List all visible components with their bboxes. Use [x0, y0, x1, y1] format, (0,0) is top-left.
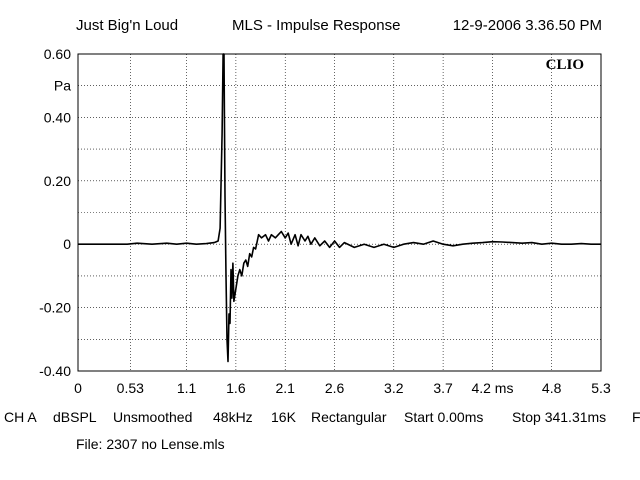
x-tick-label: 1.6 — [226, 380, 246, 396]
status-overflow: F — [632, 409, 640, 425]
y-tick-label: Pa — [54, 78, 71, 94]
y-tick-label: -0.20 — [39, 300, 71, 316]
x-tick-label: 5.3 — [591, 380, 611, 396]
y-tick-label: 0.40 — [44, 109, 71, 125]
x-tick-label: 2.1 — [275, 380, 295, 396]
y-tick-label: 0.60 — [44, 46, 71, 62]
y-tick-label: 0 — [63, 236, 71, 252]
measurement-datetime: 12-9-2006 3.36.50 PM — [452, 17, 602, 34]
status-bar: CH A dBSPL Unsmoothed 48kHz 16K Rectangu… — [0, 409, 640, 429]
x-tick-label: 2.6 — [325, 380, 345, 396]
status-scale: dBSPL — [53, 409, 97, 425]
file-name: File: 2307 no Lense.mls — [76, 436, 225, 452]
x-tick-label: 3.7 — [433, 380, 453, 396]
x-tick-label: 0 — [74, 380, 82, 396]
status-smoothing: Unsmoothed — [113, 409, 193, 425]
status-stop: Stop 341.31ms — [512, 409, 607, 425]
clio-logo: CLIO — [546, 57, 584, 73]
x-tick-label: 0.53 — [117, 380, 144, 396]
y-axis-labels: 0.60 Pa 0.40 0.20 0 -0.20 -0.40 — [39, 46, 71, 379]
status-start: Start 0.00ms — [404, 409, 484, 425]
y-tick-label: 0.20 — [44, 173, 71, 189]
y-tick-label: -0.40 — [39, 363, 71, 379]
x-tick-label: 3.2 — [384, 380, 404, 396]
status-sample-rate: 48kHz — [213, 409, 253, 425]
x-tick-label: 1.1 — [177, 380, 197, 396]
project-name: Just Big'n Loud — [76, 17, 179, 34]
status-size: 16K — [271, 409, 296, 425]
x-tick-label: 4.8 — [542, 380, 562, 396]
status-channel: CH A — [4, 409, 37, 425]
plot-frame — [77, 53, 602, 372]
x-axis-labels: 0 0.53 1.1 1.6 2.1 2.6 3.2 3.7 4.2 ms 4.8 5.3 — [74, 380, 611, 396]
impulse-response-trace — [78, 53, 601, 363]
status-window: Rectangular — [311, 409, 387, 425]
measurement-title: MLS - Impulse Response — [232, 17, 401, 34]
x-tick-label: 4.2 ms — [471, 380, 513, 396]
grid-lines — [77, 53, 602, 372]
